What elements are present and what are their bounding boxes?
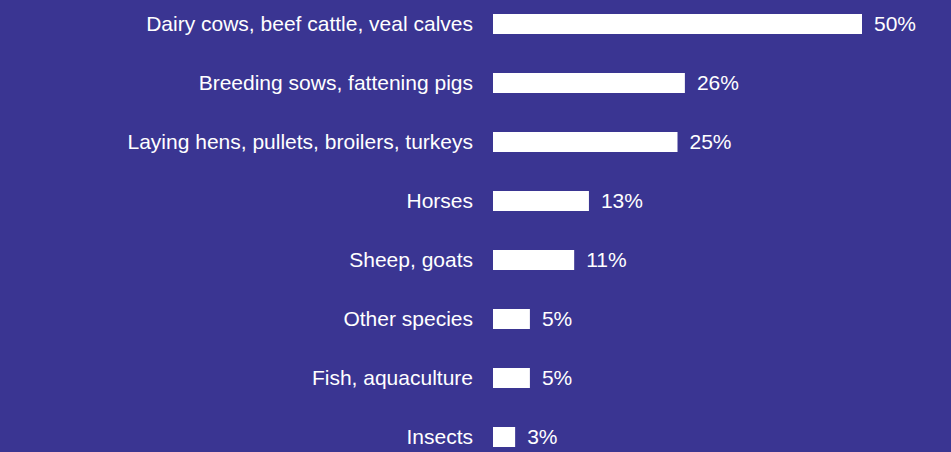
svg-text:26%: 26% [697,71,739,94]
svg-text:Sheep, goats: Sheep, goats [349,248,473,271]
svg-text:Dairy cows, beef cattle, veal: Dairy cows, beef cattle, veal calves [146,12,473,35]
svg-text:13%: 13% [601,189,643,212]
svg-text:25%: 25% [690,130,732,153]
svg-text:Insects: Insects [406,425,473,448]
svg-text:Breeding sows, fattening pigs: Breeding sows, fattening pigs [199,71,473,94]
svg-text:5%: 5% [542,307,572,330]
svg-text:3%: 3% [527,425,557,448]
svg-text:50%: 50% [874,12,916,35]
svg-text:11%: 11% [586,248,626,271]
svg-text:Other species: Other species [343,307,473,330]
svg-text:Laying hens, pullets, broilers: Laying hens, pullets, broilers, turkeys [127,130,473,153]
svg-text:Fish, aquaculture: Fish, aquaculture [312,366,473,389]
svg-text:5%: 5% [542,366,572,389]
svg-text:Horses: Horses [406,189,473,212]
